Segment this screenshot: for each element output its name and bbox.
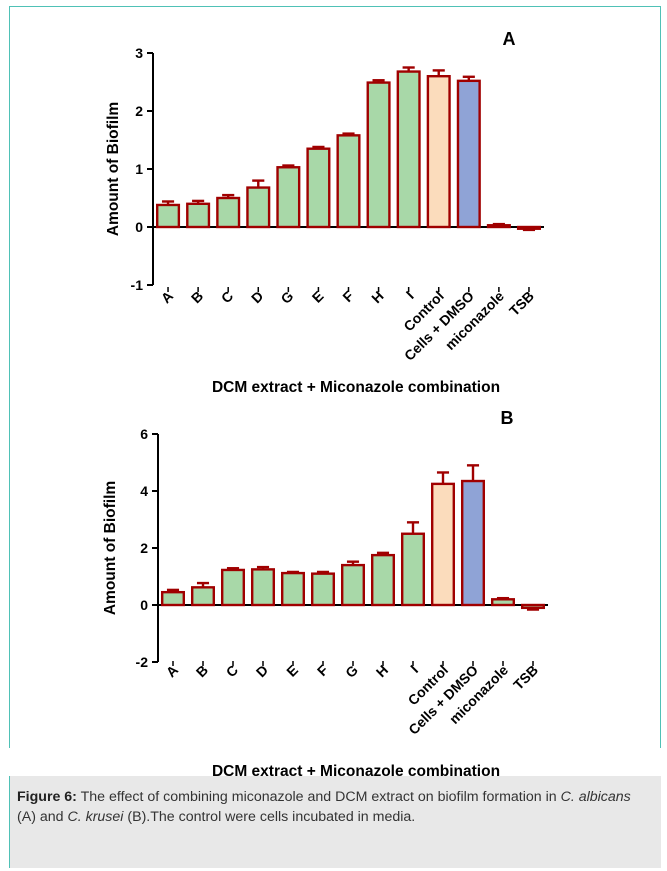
a-x-tick-label: A	[158, 288, 176, 306]
a-panel-label: A	[503, 29, 516, 49]
figure-caption: Figure 6: The effect of combining micona…	[17, 787, 649, 827]
b-y-tick-label: 6	[140, 426, 148, 442]
a-y-axis-title: Amount of Biofilm	[105, 102, 122, 236]
a-x-tick-label: TSB	[506, 288, 537, 319]
b-bar	[341, 563, 366, 607]
a-x-tick-label: D	[248, 288, 266, 306]
caption-species-1: C. albicans	[560, 789, 631, 805]
b-y-tick-label: 4	[140, 483, 148, 499]
a-x-tick-label: H	[368, 288, 386, 306]
a-x-axis-title: DCM extract + Miconazole combination	[212, 379, 500, 396]
a-bar	[456, 79, 481, 229]
a-y-tick-label: -1	[131, 277, 144, 293]
b-bar	[491, 598, 516, 607]
b-panel-label: B	[501, 410, 514, 428]
caption-text-2: (A) and	[17, 809, 68, 825]
b-bar	[281, 571, 306, 607]
b-bar	[220, 568, 245, 607]
caption-text-3: (B).The control were cells incubated in …	[123, 809, 416, 825]
b-bar	[311, 572, 336, 607]
a-y-tick-label: 1	[135, 161, 143, 177]
a-x-tick-label: C	[218, 288, 236, 306]
a-x-tick-label: G	[277, 288, 296, 307]
a-bar	[186, 202, 211, 229]
a-x-tick-label: E	[309, 288, 327, 306]
a-bar	[306, 147, 331, 229]
b-bar	[521, 603, 546, 610]
a-bar	[516, 225, 541, 230]
a-bar	[366, 81, 391, 229]
a-bar	[246, 186, 271, 229]
b-x-tick-label: G	[342, 662, 361, 681]
b-bar	[401, 532, 426, 607]
a-y-tick-label: 0	[135, 219, 143, 235]
a-bar	[216, 196, 241, 229]
b-bar	[160, 590, 185, 607]
a-bar	[276, 166, 301, 229]
a-y-tick-label: 2	[135, 103, 143, 119]
caption-box	[9, 776, 661, 868]
caption-text-1: The effect of combining miconazole and D…	[76, 789, 561, 805]
b-x-tick-label: TSB	[510, 662, 541, 693]
b-x-tick-label: B	[193, 662, 211, 680]
a-bar	[396, 70, 421, 229]
a-bar	[336, 134, 361, 229]
b-bar	[461, 479, 486, 607]
b-x-tick-label: C	[223, 662, 241, 680]
caption-label: Figure 6:	[17, 789, 77, 805]
b-x-tick-label: I	[407, 662, 421, 676]
b-x-tick-label: A	[163, 662, 181, 680]
b-x-tick-label: H	[373, 662, 391, 680]
caption-species-2: C. krusei	[67, 809, 124, 825]
b-bar	[431, 482, 456, 607]
figure-frame	[9, 6, 661, 748]
b-x-tick-label: D	[253, 662, 271, 680]
b-x-axis-title: DCM extract + Miconazole combination	[212, 763, 500, 776]
b-y-tick-label: 0	[140, 597, 148, 613]
b-x-tick-label: E	[283, 662, 301, 680]
b-y-axis-title: Amount of Biofilm	[102, 481, 119, 615]
b-y-tick-label: 2	[140, 540, 148, 556]
a-x-tick-label: B	[188, 288, 206, 306]
b-bar	[371, 553, 396, 607]
a-bar	[486, 224, 511, 229]
b-bar	[190, 586, 215, 607]
a-x-tick-label: I	[403, 288, 417, 302]
a-bar	[426, 74, 451, 229]
a-bar	[156, 203, 181, 229]
b-bar	[250, 568, 275, 607]
a-y-tick-label: 3	[135, 45, 143, 61]
b-y-tick-label: -2	[136, 654, 149, 670]
